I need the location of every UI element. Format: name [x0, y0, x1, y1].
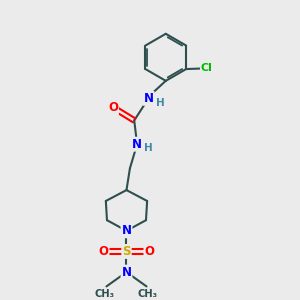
Text: O: O	[108, 101, 118, 114]
Text: H: H	[144, 142, 153, 153]
Text: O: O	[144, 245, 154, 258]
Text: O: O	[98, 245, 109, 258]
Text: N: N	[132, 138, 142, 151]
Text: N: N	[122, 224, 131, 237]
Text: Cl: Cl	[201, 64, 213, 74]
Text: CH₃: CH₃	[95, 289, 115, 299]
Text: CH₃: CH₃	[138, 289, 158, 299]
Text: N: N	[122, 266, 131, 279]
Text: H: H	[156, 98, 165, 108]
Text: N: N	[144, 92, 154, 105]
Text: S: S	[122, 245, 131, 258]
